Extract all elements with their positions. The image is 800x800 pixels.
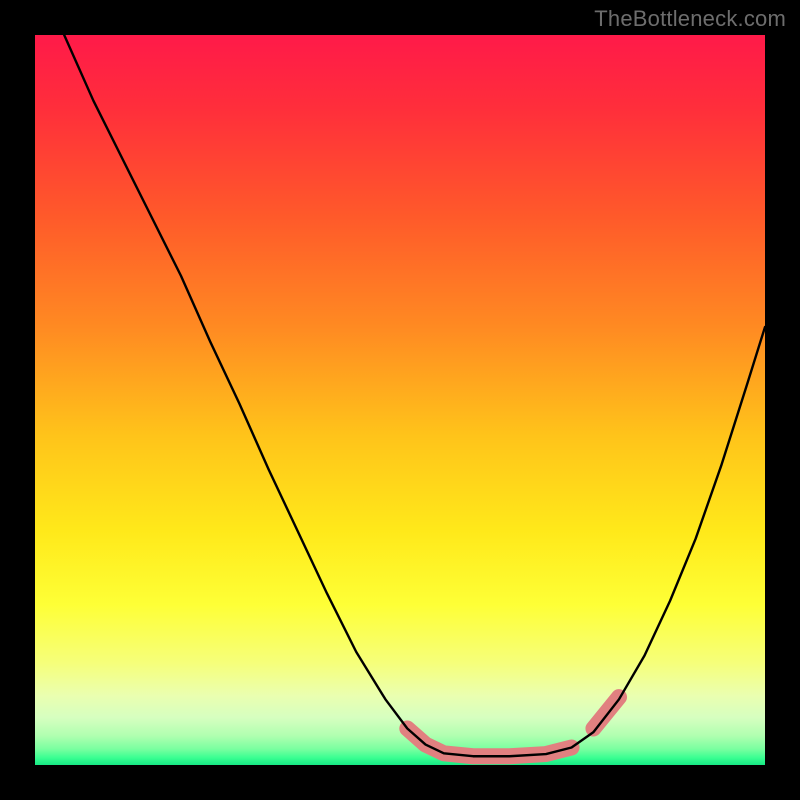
watermark-text: TheBottleneck.com <box>594 6 786 32</box>
bottleneck-curve-chart <box>0 0 800 800</box>
chart-container: TheBottleneck.com <box>0 0 800 800</box>
plot-gradient-background <box>35 35 765 765</box>
